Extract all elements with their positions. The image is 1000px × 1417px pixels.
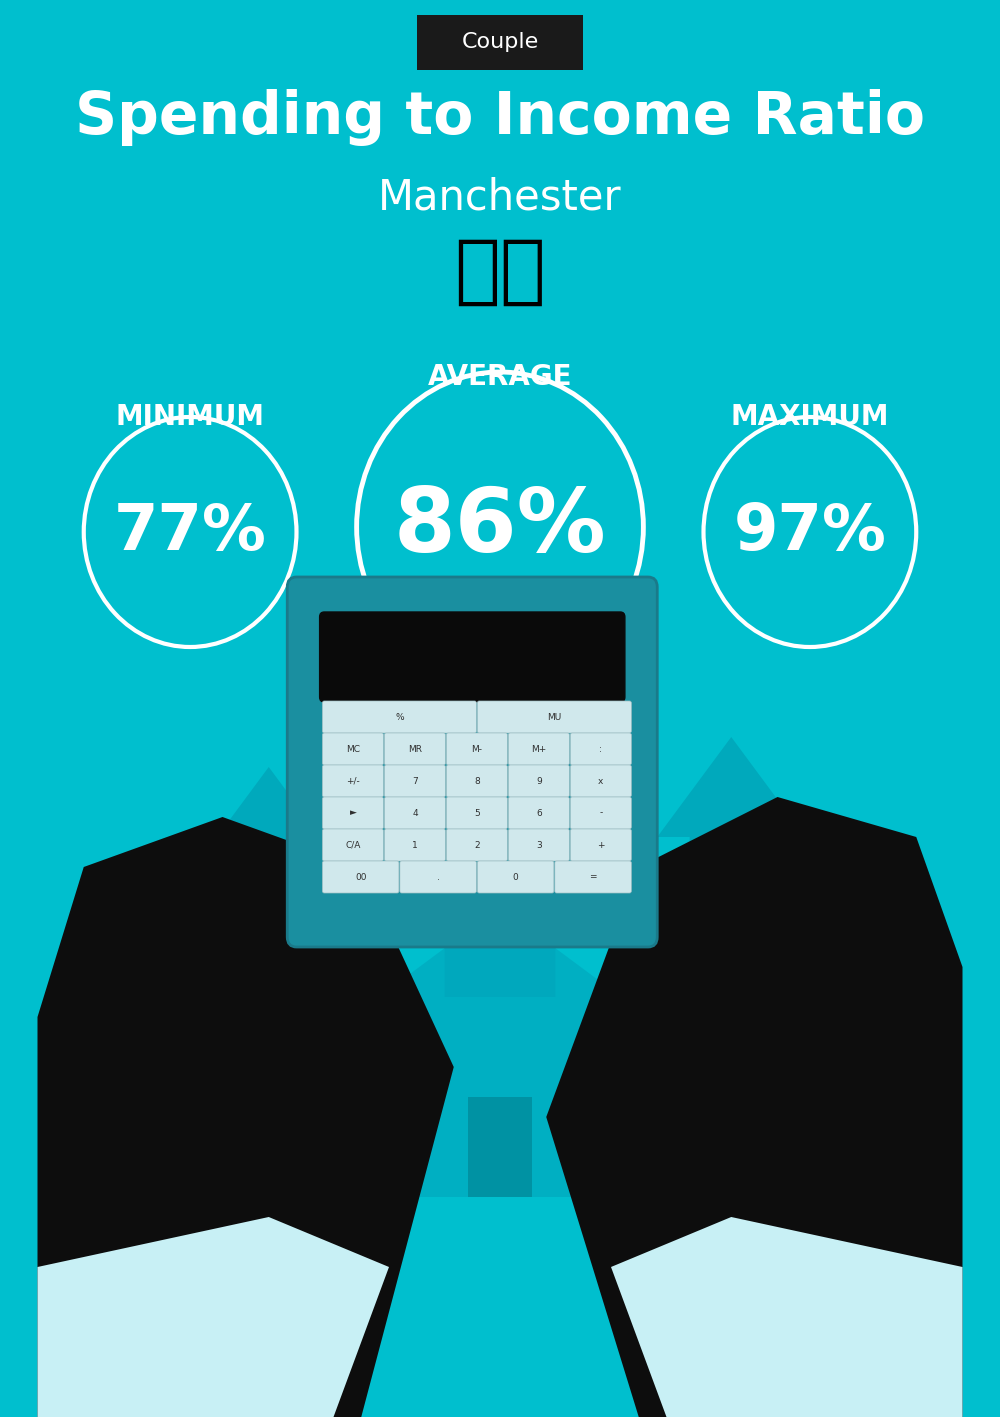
- Text: MINIMUM: MINIMUM: [116, 402, 265, 431]
- FancyBboxPatch shape: [320, 612, 625, 701]
- Polygon shape: [370, 1017, 630, 1197]
- Text: 77%: 77%: [114, 502, 267, 563]
- Bar: [704, 1134, 842, 1145]
- FancyBboxPatch shape: [570, 829, 631, 862]
- Polygon shape: [611, 1217, 962, 1417]
- Circle shape: [705, 1094, 776, 1170]
- Text: Manchester: Manchester: [378, 176, 622, 218]
- Polygon shape: [546, 796, 962, 1417]
- Text: 8: 8: [474, 777, 480, 785]
- Polygon shape: [657, 737, 805, 966]
- FancyBboxPatch shape: [508, 765, 569, 796]
- Text: $: $: [814, 1098, 833, 1127]
- Text: MR: MR: [408, 744, 422, 754]
- Text: M+: M+: [531, 744, 546, 754]
- Text: C/A: C/A: [345, 840, 361, 850]
- Bar: [704, 1186, 842, 1197]
- FancyBboxPatch shape: [322, 765, 383, 796]
- Text: MU: MU: [547, 713, 561, 721]
- Text: MC: MC: [346, 744, 360, 754]
- FancyBboxPatch shape: [287, 577, 657, 947]
- Circle shape: [782, 1061, 865, 1152]
- FancyBboxPatch shape: [570, 765, 631, 796]
- Polygon shape: [389, 667, 611, 998]
- Text: MAXIMUM: MAXIMUM: [731, 402, 889, 431]
- FancyBboxPatch shape: [477, 701, 631, 733]
- Polygon shape: [468, 1097, 532, 1197]
- Text: 7: 7: [412, 777, 418, 785]
- Text: 4: 4: [412, 809, 418, 818]
- Text: =: =: [589, 873, 597, 881]
- Text: 🇬🇧: 🇬🇧: [454, 235, 546, 309]
- Text: Spending to Income Ratio: Spending to Income Ratio: [75, 88, 925, 146]
- Text: 9: 9: [536, 777, 542, 785]
- FancyBboxPatch shape: [555, 862, 631, 893]
- Text: 6: 6: [536, 809, 542, 818]
- Text: x: x: [598, 777, 604, 785]
- Text: +: +: [597, 840, 605, 850]
- FancyBboxPatch shape: [384, 796, 445, 829]
- Text: +/-: +/-: [346, 777, 360, 785]
- Polygon shape: [195, 767, 343, 966]
- Text: .: .: [437, 873, 440, 881]
- Text: 00: 00: [355, 873, 366, 881]
- FancyBboxPatch shape: [384, 765, 445, 796]
- FancyBboxPatch shape: [322, 733, 383, 765]
- FancyBboxPatch shape: [446, 765, 507, 796]
- FancyBboxPatch shape: [570, 796, 631, 829]
- FancyBboxPatch shape: [417, 14, 583, 69]
- Text: :: :: [599, 744, 602, 754]
- FancyBboxPatch shape: [508, 796, 569, 829]
- FancyBboxPatch shape: [400, 862, 476, 893]
- FancyBboxPatch shape: [446, 829, 507, 862]
- Text: ►: ►: [349, 809, 356, 818]
- Bar: [704, 1161, 842, 1170]
- FancyBboxPatch shape: [570, 733, 631, 765]
- FancyBboxPatch shape: [384, 733, 445, 765]
- Polygon shape: [37, 1217, 389, 1417]
- Bar: [704, 1146, 842, 1158]
- Text: AVERAGE: AVERAGE: [428, 363, 572, 391]
- Text: -: -: [599, 809, 602, 818]
- Text: 0: 0: [513, 873, 518, 881]
- Text: 2: 2: [474, 840, 480, 850]
- FancyBboxPatch shape: [322, 796, 383, 829]
- Bar: [704, 1173, 842, 1185]
- Text: 5: 5: [474, 809, 480, 818]
- FancyBboxPatch shape: [508, 829, 569, 862]
- FancyBboxPatch shape: [446, 733, 507, 765]
- FancyBboxPatch shape: [446, 796, 507, 829]
- Text: M-: M-: [471, 744, 482, 754]
- Polygon shape: [37, 818, 454, 1417]
- Text: Couple: Couple: [461, 33, 539, 52]
- FancyBboxPatch shape: [384, 829, 445, 862]
- Text: $: $: [733, 1127, 748, 1146]
- Text: 97%: 97%: [733, 502, 886, 563]
- Bar: [810, 1047, 838, 1067]
- Text: %: %: [395, 713, 404, 721]
- FancyBboxPatch shape: [322, 829, 383, 862]
- FancyBboxPatch shape: [508, 733, 569, 765]
- FancyBboxPatch shape: [477, 862, 554, 893]
- Polygon shape: [352, 907, 648, 1017]
- Text: 3: 3: [536, 840, 542, 850]
- FancyBboxPatch shape: [322, 862, 399, 893]
- Text: 1: 1: [412, 840, 418, 850]
- Text: 86%: 86%: [394, 483, 606, 571]
- FancyBboxPatch shape: [322, 701, 476, 733]
